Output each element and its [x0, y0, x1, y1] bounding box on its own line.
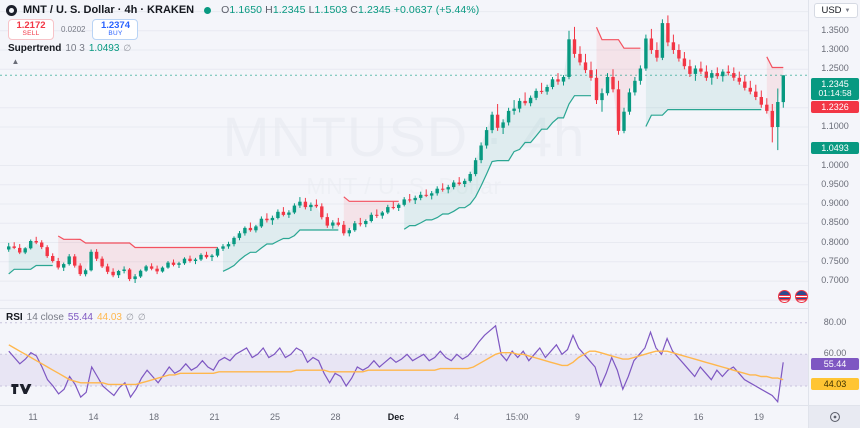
high-value: 1.2345 [272, 4, 306, 16]
bid-price-badge: 1.2326 [811, 101, 859, 114]
currency-selector[interactable]: USD ▼ [814, 3, 858, 18]
time-tick: 15:00 [505, 412, 529, 422]
rsi-tick: 60.00 [823, 348, 847, 359]
candlestick-series [0, 11, 808, 301]
time-tick: 18 [148, 412, 160, 422]
price-tick: 0.7500 [821, 255, 849, 266]
eye-icon[interactable]: ∅ [123, 43, 132, 53]
us-flag-icon[interactable] [795, 290, 808, 303]
bid-price-value: 1.2326 [821, 102, 849, 112]
open-label: O [221, 4, 230, 16]
rsi-ma-badge-value: 44.03 [823, 379, 847, 389]
symbol-title[interactable]: MNT / U. S. Dollar · 4h · KRAKEN [23, 4, 195, 16]
price-tick: 1.3500 [821, 24, 849, 35]
us-flag-icon[interactable] [778, 290, 791, 303]
rsi-series [0, 322, 808, 404]
rsi-value: 55.44 [67, 312, 93, 323]
supertrend-args: 10 3 [65, 43, 85, 54]
buy-label: BUY [108, 29, 123, 37]
sell-button[interactable]: 1.2172 SELL [8, 18, 54, 41]
close-label: C [350, 4, 358, 16]
time-tick: 12 [632, 412, 644, 422]
price-tick: 0.8000 [821, 236, 849, 247]
rsi-tick: 80.00 [823, 316, 847, 327]
eye-icon[interactable]: ∅ [125, 312, 134, 322]
time-tick: 14 [88, 412, 99, 422]
time-tick: 21 [209, 412, 220, 422]
time-tick: 11 [28, 412, 38, 422]
symbol-logo-icon [6, 4, 17, 16]
buy-price: 1.2374 [100, 19, 130, 31]
indicator-legend-rsi[interactable]: RSI 14 close 55.44 44.03 ∅ ∅ [6, 312, 146, 323]
price-tick: 0.7000 [821, 275, 849, 286]
pane-divider[interactable] [0, 308, 808, 309]
time-tick: 16 [693, 412, 704, 422]
supertrend-price-badge: 1.0493 [811, 142, 859, 155]
currency-label: USD [821, 5, 842, 16]
time-tick: 25 [269, 412, 281, 422]
ohlc-values: O1.1650 H1.2345 L1.1503 C1.2345 +0.0637 … [221, 4, 479, 16]
time-tick: 4 [453, 412, 460, 422]
countdown-timer: 01:14:58 [818, 88, 852, 99]
spread-value: 0.0202 [61, 25, 86, 34]
high-label: H [265, 4, 273, 16]
rsi-ma-value: 44.03 [96, 312, 122, 323]
open-value: 1.1650 [229, 4, 263, 16]
chevron-down-icon: ▼ [844, 7, 851, 14]
symbol-row: MNT / U. S. Dollar · 4h · KRAKEN O1.1650… [0, 0, 808, 16]
trade-buttons-row: 1.2172 SELL 0.0202 1.2374 BUY [0, 16, 808, 41]
low-label: L [308, 4, 315, 16]
indicator-legend-supertrend[interactable]: Supertrend 10 3 1.0493 ∅ [0, 40, 808, 54]
eye-icon[interactable]: ∅ [137, 312, 146, 322]
price-tick: 1.3000 [821, 44, 849, 55]
price-tick: 0.9000 [821, 198, 849, 209]
rsi-name: RSI [6, 312, 23, 323]
rsi-args: 14 close [26, 312, 64, 323]
price-tick: 0.8500 [821, 217, 849, 228]
market-status-dot[interactable] [204, 6, 212, 14]
supertrend-price-value: 1.0493 [821, 143, 849, 153]
change-value: +0.0637 (+5.44%) [393, 4, 480, 16]
sell-label: SELL [22, 29, 40, 37]
price-tick: 0.9500 [821, 178, 849, 189]
buy-button[interactable]: 1.2374 BUY [92, 18, 139, 41]
time-tick: 19 [753, 412, 765, 422]
time-tick: Dec [387, 412, 405, 422]
collapse-legend-button[interactable]: ▲ [11, 57, 20, 66]
last-price-value: 1.2345 [821, 79, 849, 89]
close-value: 1.2345 [357, 4, 391, 16]
price-tick: 1.0000 [821, 159, 849, 170]
supertrend-value: 1.0493 [88, 43, 120, 54]
rsi-value-badge: 55.44 [811, 358, 859, 371]
rsi-badge-value: 55.44 [823, 359, 847, 369]
chart-header: MNT / U. S. Dollar · 4h · KRAKEN O1.1650… [0, 0, 808, 67]
price-tick: 1.1000 [821, 121, 849, 132]
time-tick: 28 [330, 412, 341, 422]
low-value: 1.1503 [314, 4, 348, 16]
price-tick: 1.2500 [821, 63, 849, 74]
supertrend-name: Supertrend [8, 43, 62, 54]
time-settings-button[interactable] [808, 406, 860, 428]
time-axis[interactable]: 11 14 18 21 25 28 Dec 4 15:00 9 12 16 19 [0, 405, 860, 428]
clock-settings-icon [829, 412, 840, 422]
time-tick: 9 [574, 412, 581, 422]
last-price-badge: 1.2345 01:14:58 [811, 78, 859, 101]
tradingview-logo-icon[interactable] [11, 384, 33, 402]
rsi-ma-value-badge: 44.03 [811, 378, 859, 391]
price-axis[interactable]: USD ▼ 1.35001.30001.25001.15001.10001.00… [808, 0, 860, 405]
rsi-chart-pane[interactable] [0, 310, 808, 405]
sell-price: 1.2172 [16, 19, 46, 31]
